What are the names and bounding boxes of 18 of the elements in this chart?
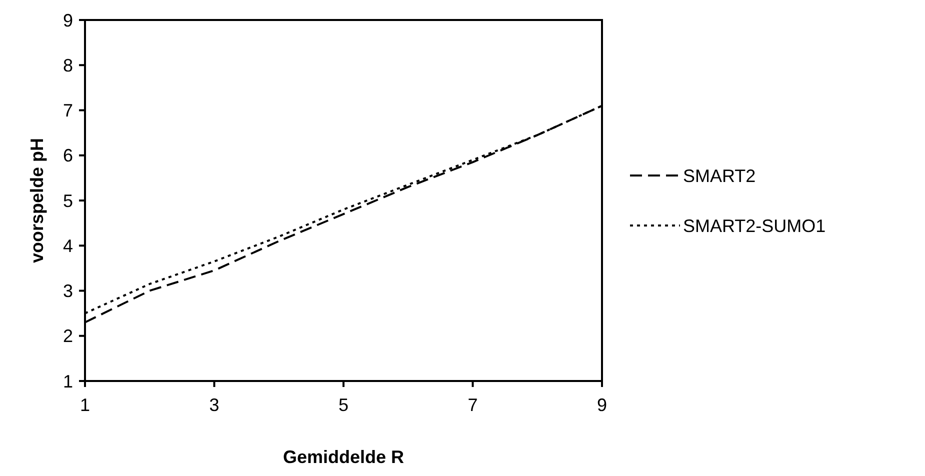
y-tick-label: 8 bbox=[62, 55, 73, 76]
y-tick-label: 5 bbox=[62, 190, 73, 211]
y-tick-label: 1 bbox=[62, 371, 73, 392]
y-tick-label: 7 bbox=[62, 100, 73, 121]
legend-label: SMART2 bbox=[683, 166, 756, 186]
y-tick-label: 9 bbox=[62, 10, 73, 30]
y-axis-title: voorspelde pH bbox=[27, 138, 47, 264]
x-tick-label: 1 bbox=[80, 395, 90, 415]
y-tick-label: 4 bbox=[62, 236, 73, 256]
x-tick-label: 3 bbox=[209, 395, 220, 415]
x-tick-label: 5 bbox=[338, 395, 349, 415]
legend-label: SMART2-SUMO1 bbox=[683, 216, 826, 236]
x-tick-label: 9 bbox=[596, 395, 608, 415]
y-tick-label: 3 bbox=[62, 281, 73, 302]
y-tick-label: 6 bbox=[62, 146, 73, 166]
y-tick-label: 2 bbox=[62, 326, 73, 346]
x-tick-label: 7 bbox=[468, 395, 478, 415]
x-axis-title: Gemiddelde R bbox=[282, 447, 404, 467]
